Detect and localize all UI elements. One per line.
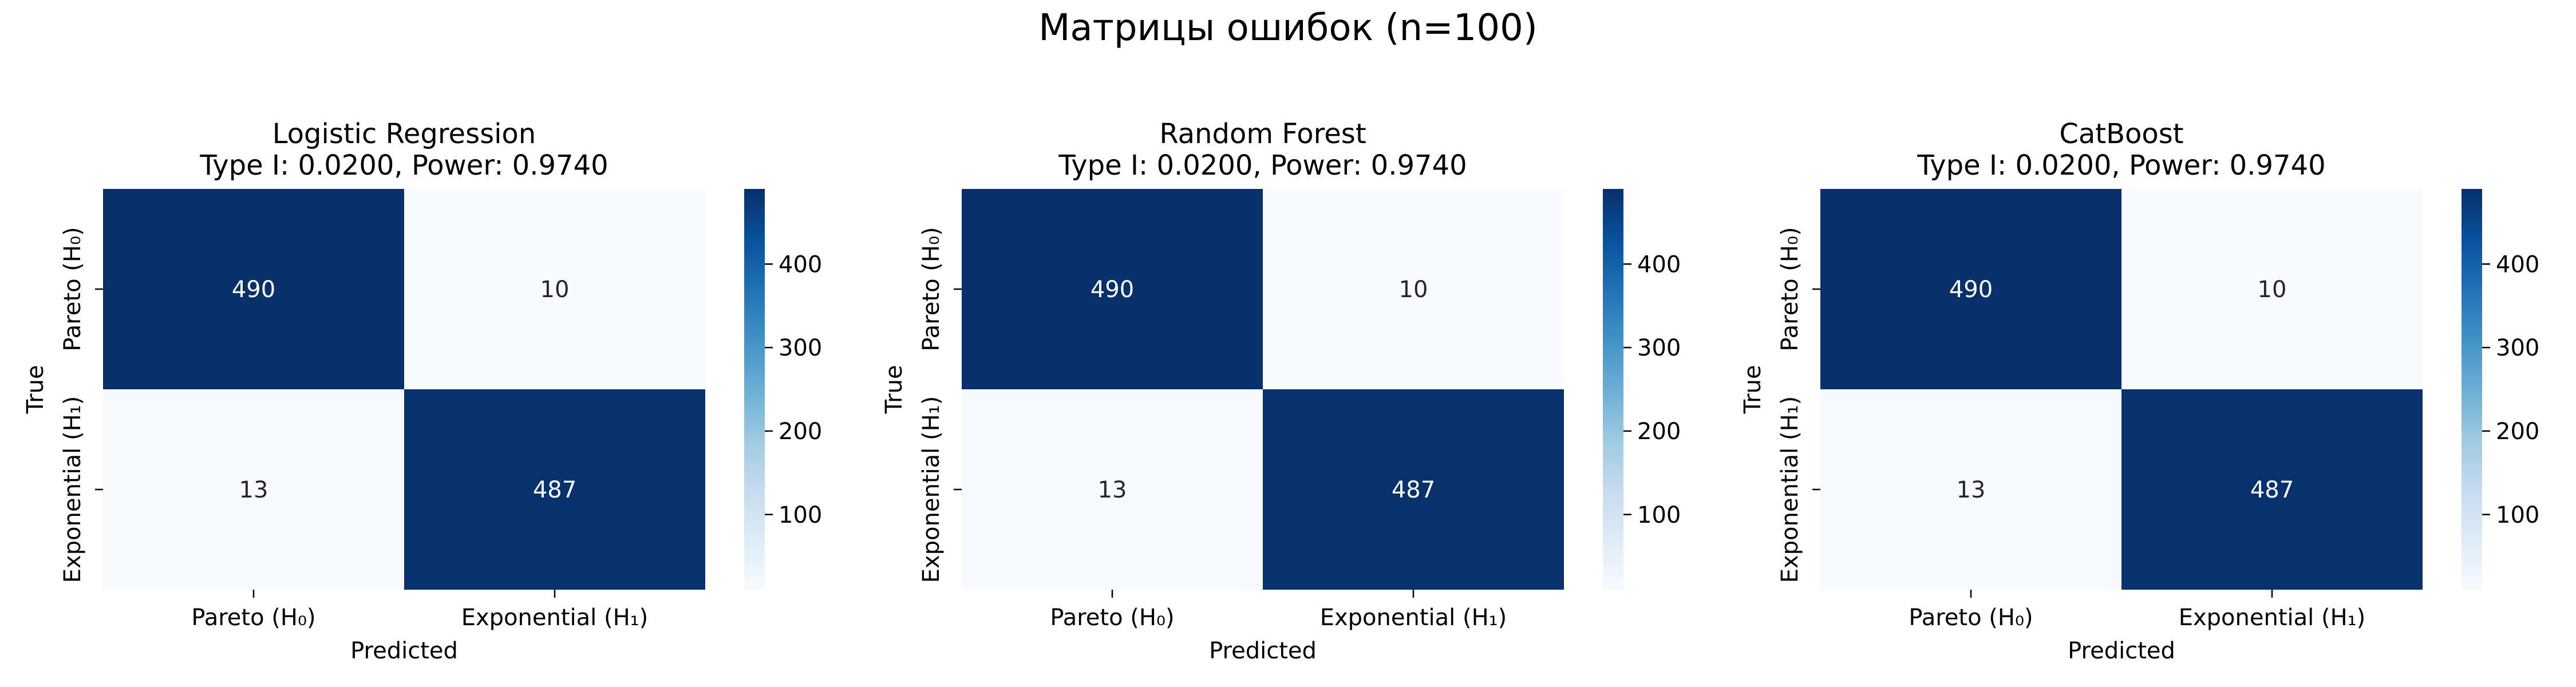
heatmap-cell	[1820, 189, 2121, 389]
chart-title: Logistic Regression	[272, 118, 536, 150]
figure-suptitle: Матрицы ошибок (n=100)	[1038, 7, 1538, 49]
colorbar-tick-label: 200	[2496, 418, 2539, 445]
heatmap-cell	[404, 389, 705, 590]
x-axis-label: Predicted	[2068, 638, 2175, 664]
x-tick-label: Exponential (H₁)	[2179, 605, 2366, 631]
colorbar	[744, 189, 765, 590]
y-tick-label: Exponential (H₁)	[1777, 396, 1803, 583]
cell-value-label: 487	[1392, 477, 1435, 503]
cell-value-label: 490	[232, 277, 275, 303]
cell-value-label: 10	[1399, 277, 1428, 303]
cell-value-label: 487	[533, 477, 576, 503]
y-tick-label: Exponential (H₁)	[918, 396, 945, 583]
x-tick-label: Pareto (H₀)	[191, 605, 315, 631]
heatmap-cell	[404, 189, 705, 389]
cell-value-label: 490	[1091, 277, 1134, 303]
colorbar-tick-label: 200	[1637, 418, 1681, 445]
y-tick-label: Exponential (H₁)	[60, 396, 86, 583]
heatmap-cell	[2121, 189, 2423, 389]
cell-value-label: 10	[2258, 277, 2287, 303]
y-tick-label: Pareto (H₀)	[60, 227, 86, 351]
chart-subtitle: Type I: 0.0200, Power: 0.9740	[199, 149, 608, 181]
colorbar	[1603, 189, 1623, 590]
cell-value-label: 13	[239, 477, 268, 503]
y-axis-label: True	[881, 365, 907, 414]
cell-value-label: 13	[1098, 477, 1127, 503]
chart-subtitle: Type I: 0.0200, Power: 0.9740	[1058, 149, 1467, 181]
colorbar-tick-label: 200	[779, 418, 822, 445]
colorbar-tick-label: 100	[779, 502, 822, 528]
cell-value-label: 490	[1949, 277, 1993, 303]
x-tick-label: Exponential (H₁)	[461, 605, 649, 631]
colorbar-tick-label: 100	[2496, 502, 2539, 528]
heatmap-cell	[1263, 189, 1564, 389]
colorbar-tick-label: 300	[779, 335, 822, 361]
chart-title: CatBoost	[2059, 118, 2183, 150]
y-tick-label: Pareto (H₀)	[1777, 227, 1803, 351]
heatmap-cell	[103, 389, 404, 590]
heatmap-cell	[1263, 389, 1564, 590]
heatmap-cell	[2121, 389, 2423, 590]
x-tick-label: Exponential (H₁)	[1320, 605, 1507, 631]
colorbar-tick-label: 400	[779, 251, 822, 278]
cell-value-label: 10	[540, 277, 570, 303]
colorbar-tick-label: 300	[1637, 335, 1681, 361]
chart-subtitle: Type I: 0.0200, Power: 0.9740	[1917, 149, 2325, 181]
y-tick-label: Pareto (H₀)	[918, 227, 945, 351]
colorbar-tick-label: 400	[2496, 251, 2539, 278]
heatmap-cell	[962, 189, 1263, 389]
x-tick-label: Pareto (H₀)	[1909, 605, 2033, 631]
heatmap-cell	[1820, 389, 2121, 590]
x-tick-label: Pareto (H₀)	[1050, 605, 1174, 631]
y-axis-label: True	[1740, 365, 1766, 414]
heatmap-cell	[962, 389, 1263, 590]
colorbar-tick-label: 100	[1637, 502, 1681, 528]
colorbar-tick-label: 300	[2496, 335, 2539, 361]
x-axis-label: Predicted	[1209, 638, 1317, 664]
cell-value-label: 13	[1957, 477, 1986, 503]
cell-value-label: 487	[2250, 477, 2294, 503]
heatmap-cell	[103, 189, 404, 389]
colorbar-tick-label: 400	[1637, 251, 1681, 278]
chart-title: Random Forest	[1159, 118, 1366, 150]
x-axis-label: Predicted	[350, 638, 458, 664]
y-axis-label: True	[22, 365, 49, 414]
colorbar	[2462, 189, 2482, 590]
